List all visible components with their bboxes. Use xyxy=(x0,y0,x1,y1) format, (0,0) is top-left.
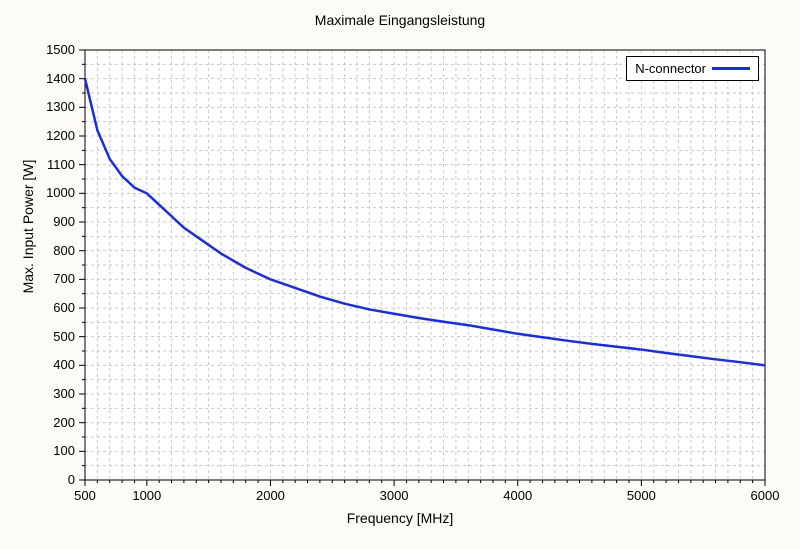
x-tick-label: 1000 xyxy=(127,488,167,503)
y-tick-label: 200 xyxy=(53,415,75,430)
y-tick-label: 1100 xyxy=(47,157,75,172)
y-tick-label: 600 xyxy=(53,300,75,315)
x-tick-label: 4000 xyxy=(498,488,538,503)
y-tick-label: 300 xyxy=(53,386,75,401)
y-tick-label: 800 xyxy=(53,243,75,258)
legend-item-label: N-connector xyxy=(635,61,706,76)
y-tick-label: 1300 xyxy=(46,99,75,114)
y-tick-label: 0 xyxy=(68,472,75,487)
chart-svg xyxy=(0,0,800,549)
legend-item: N-connector xyxy=(635,61,750,76)
y-tick-label: 1400 xyxy=(46,71,75,86)
y-tick-label: 700 xyxy=(53,271,75,286)
y-tick-label: 400 xyxy=(53,357,75,372)
legend-swatch xyxy=(712,67,750,70)
x-tick-label: 500 xyxy=(65,488,105,503)
y-tick-label: 500 xyxy=(53,329,75,344)
x-tick-label: 2000 xyxy=(250,488,290,503)
y-tick-label: 100 xyxy=(53,443,75,458)
x-tick-label: 3000 xyxy=(374,488,414,503)
x-tick-label: 5000 xyxy=(621,488,661,503)
y-tick-label: 1200 xyxy=(46,128,75,143)
x-tick-label: 6000 xyxy=(745,488,785,503)
y-tick-label: 1500 xyxy=(46,42,75,57)
y-tick-label: 900 xyxy=(53,214,75,229)
y-tick-label: 1000 xyxy=(46,185,75,200)
legend: N-connector xyxy=(626,56,759,81)
